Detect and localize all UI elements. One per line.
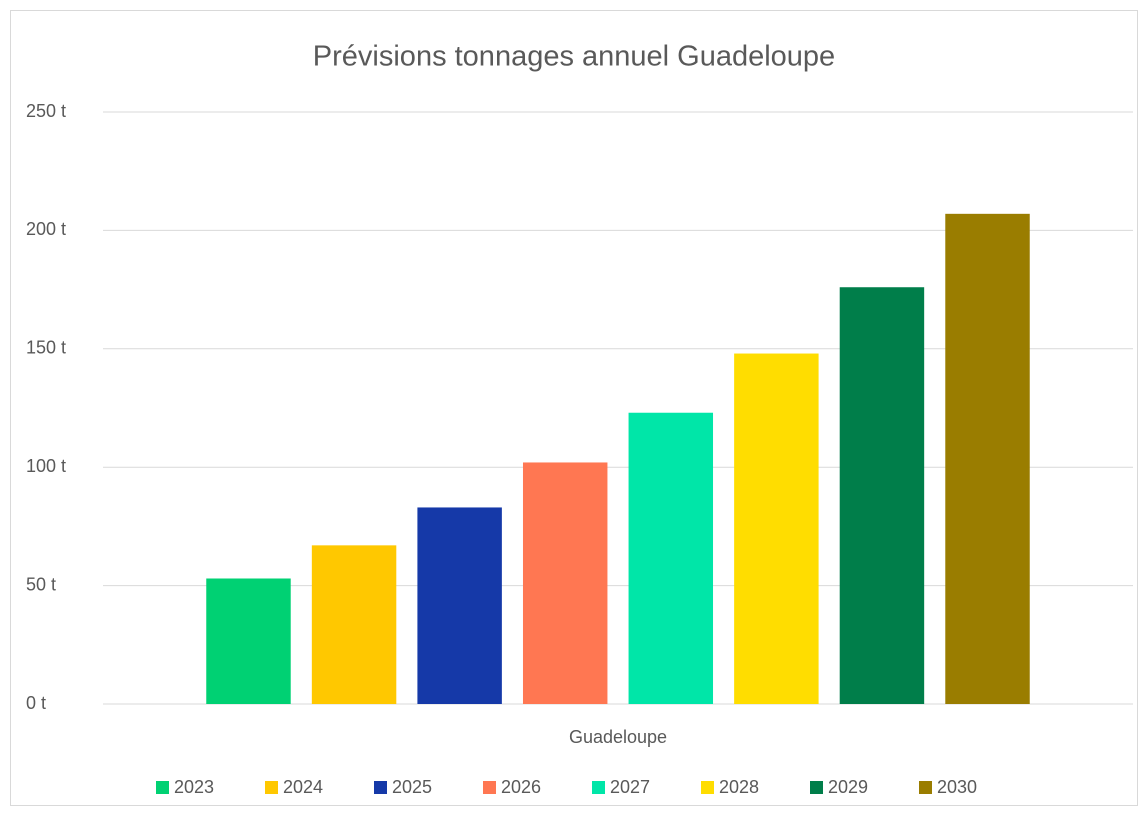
bar [417, 507, 502, 704]
legend-label: 2024 [283, 777, 323, 797]
bar [839, 287, 925, 704]
legend-label: 2028 [719, 777, 759, 797]
legend-label: 2027 [610, 777, 650, 797]
legend-label: 2025 [392, 777, 432, 797]
bar [206, 578, 291, 704]
y-tick-label: 250 t [26, 101, 66, 121]
y-tick-label: 200 t [26, 219, 66, 239]
y-tick-label: 0 t [26, 693, 46, 713]
legend-label: 2023 [174, 777, 214, 797]
legend-swatch [483, 781, 496, 794]
x-tick-label: Guadeloupe [569, 727, 667, 747]
bar [945, 213, 1030, 704]
legend-label: 2030 [937, 777, 977, 797]
y-tick-label: 100 t [26, 456, 66, 476]
legend-swatch [265, 781, 278, 794]
legend-label: 2029 [828, 777, 868, 797]
legend-swatch [156, 781, 169, 794]
y-tick-label: 150 t [26, 338, 66, 358]
y-tick-label: 50 t [26, 574, 56, 594]
legend-label: 2026 [501, 777, 541, 797]
bar [734, 353, 819, 704]
legend-swatch [810, 781, 823, 794]
legend-swatch [701, 781, 714, 794]
legend-swatch [374, 781, 387, 794]
bar [628, 412, 714, 704]
bar [311, 545, 397, 704]
bar [522, 462, 608, 704]
legend-swatch [592, 781, 605, 794]
chart-title: Prévisions tonnages annuel Guadeloupe [313, 41, 835, 73]
legend-swatch [919, 781, 932, 794]
